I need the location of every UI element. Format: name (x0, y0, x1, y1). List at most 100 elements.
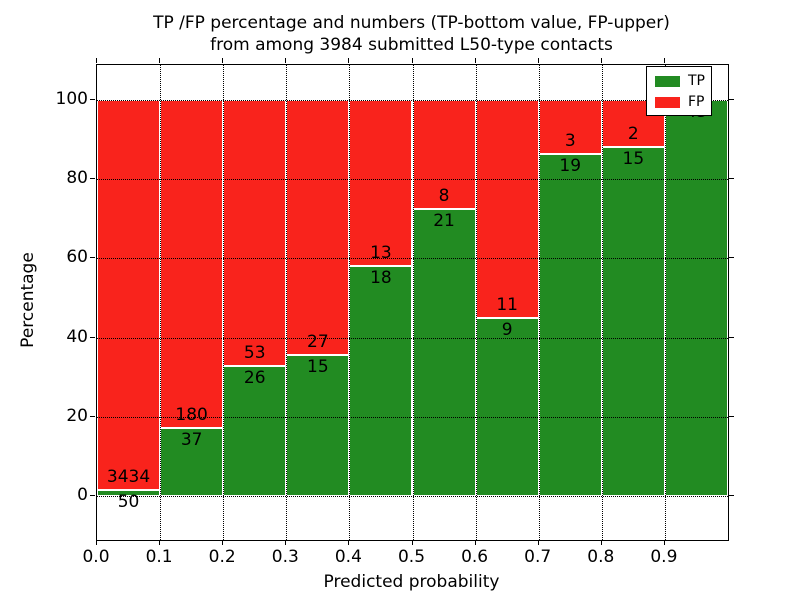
x-gridline (349, 65, 351, 540)
fp-count-label: 11 (496, 294, 518, 315)
legend: TP FP (646, 66, 712, 116)
legend-swatch (655, 96, 680, 108)
x-tick-label: 0.3 (271, 547, 299, 567)
x-tick-top (222, 58, 224, 63)
tp-count-label: 21 (433, 211, 455, 232)
tp-bar-segment (601, 146, 665, 496)
tp-bar-segment (538, 153, 602, 496)
x-tick-top (285, 58, 287, 63)
x-tick-label: 0.4 (334, 547, 362, 567)
tp-count-label: 50 (117, 492, 140, 513)
y-tick-right (729, 257, 734, 259)
plot-area: 3434501803753262715131882111931921543 (96, 64, 729, 541)
x-gridline (475, 65, 477, 540)
x-tick-label: 0.7 (524, 547, 552, 567)
x-gridline (223, 65, 225, 540)
y-axis-label: Percentage (18, 252, 38, 348)
legend-label: TP (688, 73, 705, 89)
x-gridline (286, 65, 288, 540)
x-tick (600, 540, 602, 545)
fp-bar-segment (223, 100, 287, 366)
x-tick (663, 540, 665, 545)
x-tick-label: 0.8 (587, 547, 615, 567)
tp-bar-segment (286, 354, 350, 496)
y-tick-right (729, 178, 734, 180)
y-tick (90, 415, 95, 417)
y-tick-label: 20 (66, 405, 88, 426)
tp-count-label: 37 (180, 430, 203, 451)
legend-item: FP (655, 94, 705, 110)
tp-count-label: 9 (501, 319, 513, 340)
y-tick-right (729, 336, 734, 338)
tp-count-label: 15 (307, 356, 329, 377)
tp-bar-segment (349, 265, 413, 496)
x-tick (411, 540, 413, 545)
x-tick-top (411, 58, 413, 63)
fp-count-label: 8 (438, 186, 450, 207)
x-tick (159, 540, 161, 545)
fp-count-label: 3 (564, 130, 576, 151)
x-tick-top (474, 58, 476, 63)
y-tick-label: 100 (55, 89, 88, 109)
y-tick (90, 178, 95, 180)
x-tick-label: 0.5 (397, 547, 426, 567)
tp-bar-segment (97, 490, 161, 496)
chart-title-line1: TP /FP percentage and numbers (TP-bottom… (153, 13, 670, 33)
x-tick-label: 0.0 (82, 547, 110, 567)
y-tick-right (729, 99, 734, 100)
y-tick-label: 60 (66, 247, 88, 268)
x-axis-label: Predicted probability (323, 572, 500, 592)
tp-bar-segment (412, 209, 476, 496)
chart-title: TP /FP percentage and numbers (TP-bottom… (96, 12, 727, 56)
x-tick-top (96, 58, 97, 63)
fp-bar-segment (97, 100, 161, 491)
fp-bar-segment (160, 100, 224, 429)
x-tick (348, 540, 350, 545)
x-gridline (664, 65, 666, 540)
x-tick (285, 540, 287, 545)
y-tick-right (729, 415, 734, 417)
y-tick (90, 495, 95, 496)
x-tick (96, 540, 97, 545)
y-tick-label: 0 (77, 485, 88, 505)
x-gridline (601, 65, 603, 540)
x-tick-label: 0.2 (208, 547, 236, 567)
tp-count-label: 19 (559, 155, 582, 176)
y-tick-right (729, 495, 734, 496)
legend-item: TP (655, 73, 705, 89)
tp-bar-segment (664, 100, 728, 496)
x-gridline (412, 65, 414, 540)
fp-bar-segment (286, 100, 350, 355)
y-tick (90, 336, 95, 338)
fp-count-label: 53 (243, 342, 266, 363)
fp-bar-segment (412, 100, 476, 210)
legend-swatch (655, 75, 680, 87)
chart-title-line2: from among 3984 submitted L50-type conta… (210, 35, 613, 55)
x-tick (474, 540, 476, 545)
y-tick (90, 257, 95, 259)
fp-count-label: 3434 (106, 467, 151, 488)
tp-bar-segment (160, 428, 224, 496)
y-tick (90, 99, 95, 100)
x-tick-label: 0.9 (650, 547, 678, 567)
x-tick-top (159, 58, 161, 63)
fp-bar-segment (475, 100, 539, 318)
x-tick-top (663, 58, 665, 63)
fp-count-label: 2 (627, 123, 639, 144)
fp-count-label: 27 (307, 331, 329, 352)
x-tick-label: 0.1 (145, 547, 173, 567)
x-tick (222, 540, 224, 545)
tp-count-label: 15 (622, 148, 645, 169)
y-tick-label: 80 (66, 168, 88, 189)
x-tick-label: 0.6 (461, 547, 489, 567)
tp-bar-segment (475, 317, 539, 496)
y-tick-label: 40 (66, 326, 88, 347)
x-tick-top (600, 58, 602, 63)
x-tick-top (348, 58, 350, 63)
x-tick-top (537, 58, 539, 63)
legend-label: FP (688, 94, 705, 110)
x-gridline (538, 65, 540, 540)
fp-bar-segment (349, 100, 413, 266)
fp-count-label: 13 (370, 242, 392, 263)
